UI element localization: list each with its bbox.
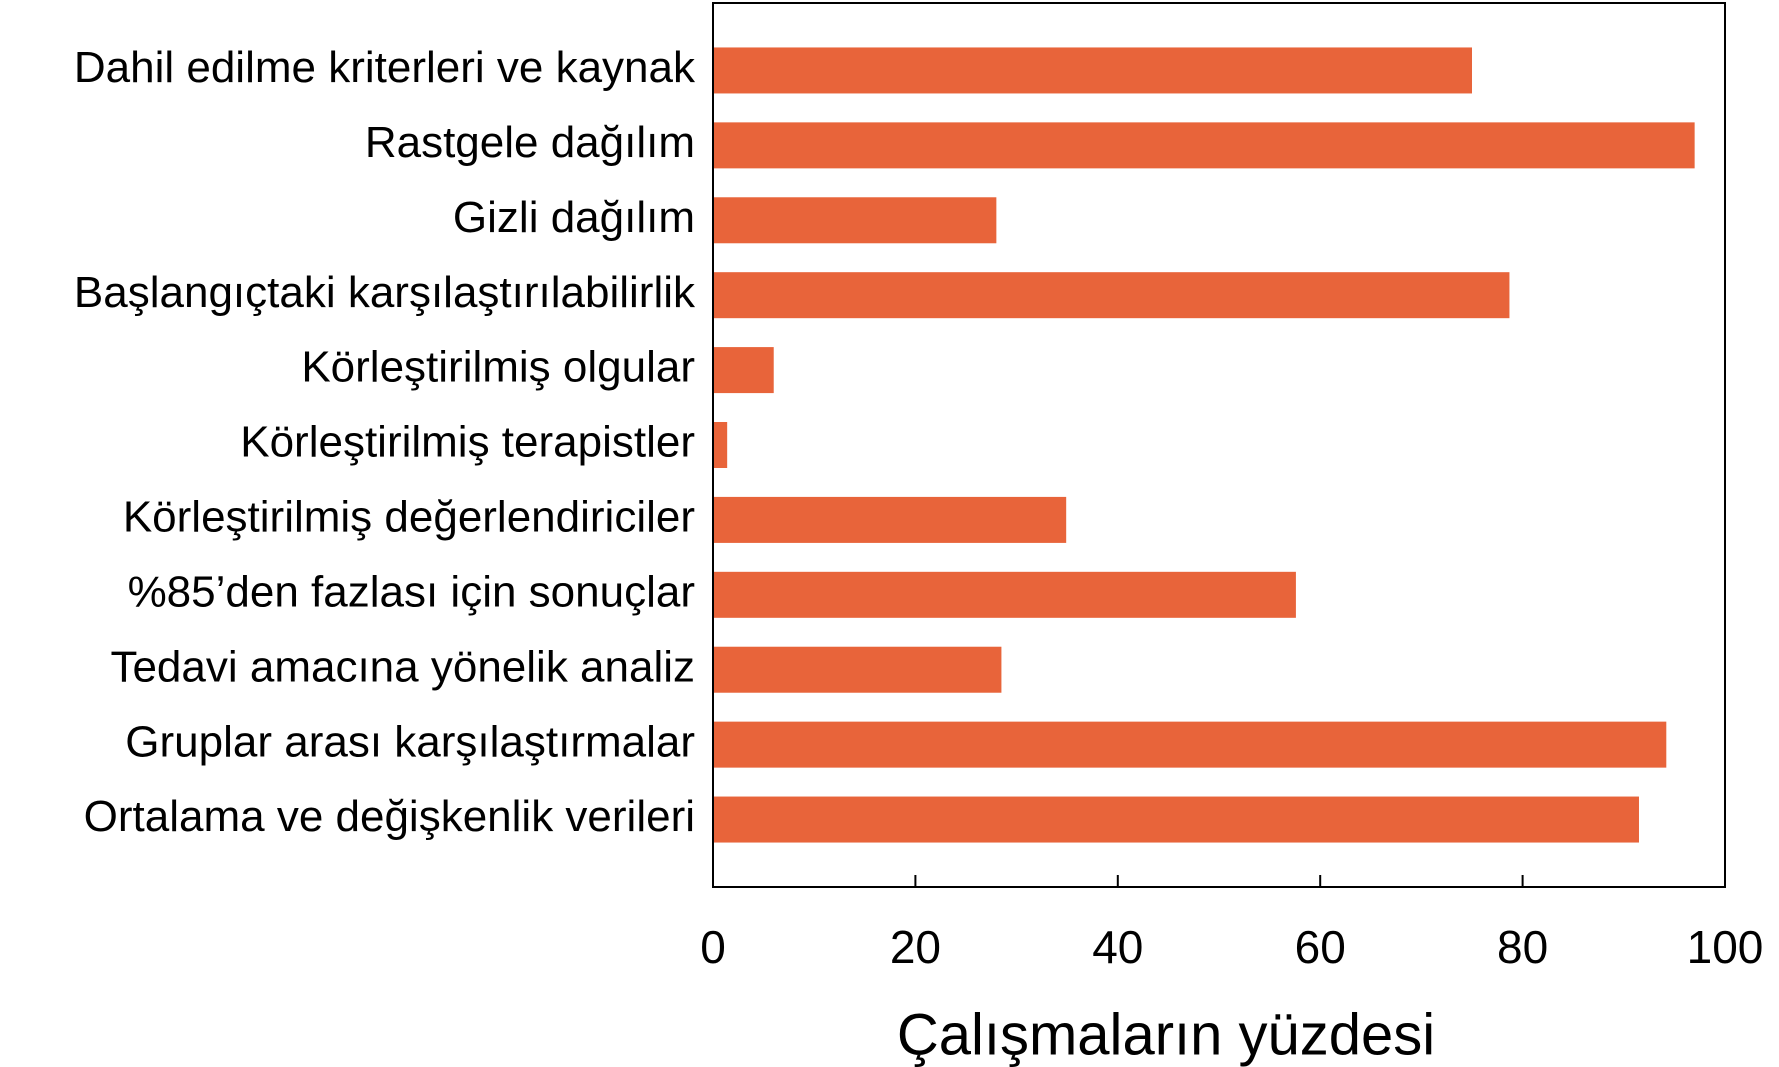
x-tick-label: 100 [1687, 921, 1764, 973]
x-tick-label: 0 [700, 921, 726, 973]
bar [713, 122, 1695, 169]
bar [713, 422, 728, 468]
y-tick-label: Körleştirilmiş terapistler [240, 418, 695, 467]
y-tick-label: Rastgele dağılım [365, 118, 695, 167]
y-tick-label: Gruplar arası karşılaştırmalar [125, 717, 695, 766]
bar [713, 197, 997, 244]
bar [713, 796, 1639, 843]
x-tick-label: 20 [890, 921, 941, 973]
x-tick-label: 40 [1092, 921, 1143, 973]
bar [713, 571, 1296, 618]
bar [713, 272, 1510, 319]
bar [713, 646, 1002, 693]
bar [713, 47, 1472, 94]
x-axis-title: Çalışmaların yüzdesi [897, 1002, 1435, 1067]
y-tick-label: Körleştirilmiş olgular [301, 343, 695, 392]
bar [713, 721, 1667, 768]
x-tick-label: 60 [1295, 921, 1346, 973]
y-tick-label: Körleştirilmiş değerlendiriciler [123, 493, 695, 542]
y-tick-label: Dahil edilme kriterleri ve kaynak [74, 43, 696, 92]
bar [713, 496, 1067, 543]
plot-frame [712, 2, 1726, 888]
y-tick-label: Ortalama ve değişkenlik verileri [84, 792, 695, 841]
bar [713, 347, 774, 394]
x-tick-label: 80 [1497, 921, 1548, 973]
y-tick-label: Tedavi amacına yönelik analiz [110, 642, 695, 691]
y-tick-label: %85’den fazlası için sonuçlar [128, 567, 695, 616]
y-tick-label: Gizli dağılım [453, 193, 695, 242]
y-tick-label: Başlangıçtaki karşılaştırılabilirlik [74, 268, 696, 317]
